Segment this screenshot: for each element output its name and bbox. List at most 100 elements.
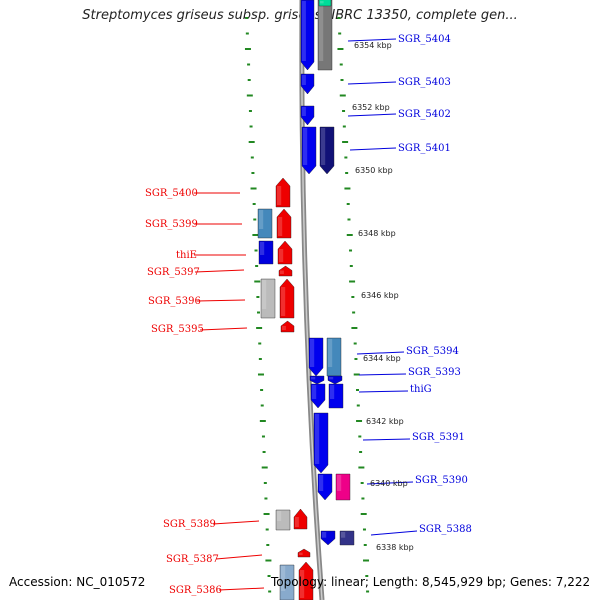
gene-label: SGR_5389	[163, 519, 216, 530]
leader-line	[358, 373, 407, 376]
gene-arrow	[298, 561, 314, 600]
gene-label: SGR_5386	[169, 585, 222, 596]
gene-label: SGR_5402	[398, 109, 451, 120]
gene-arrow	[335, 473, 351, 501]
gene-label: SGR_5401	[398, 143, 451, 154]
gene-label: SGR_5391	[412, 432, 465, 443]
tick-label: 6350 kbp	[355, 166, 393, 175]
gene-arrow	[327, 375, 343, 385]
gene-arrow	[320, 530, 336, 546]
gene-arrow	[297, 548, 311, 558]
gene-arrow	[277, 240, 293, 265]
label-leader-lines	[194, 38, 418, 591]
gene-arrow	[310, 383, 326, 409]
gene-arrow	[301, 126, 317, 175]
gene-arrow	[280, 320, 295, 333]
tick-label: 6344 kbp	[363, 354, 401, 363]
gene-label: thiE	[176, 250, 197, 261]
leader-line	[347, 81, 397, 85]
gene-label: SGR_5393	[408, 367, 461, 378]
right-tick-marks	[337, 17, 370, 593]
gene-highlight	[279, 249, 284, 262]
gene-highlight	[303, 128, 308, 165]
gene-features	[257, 0, 355, 600]
gene-highlight	[259, 210, 264, 229]
gene-highlight	[312, 385, 317, 399]
leader-line	[199, 327, 248, 331]
gene-highlight	[311, 377, 316, 380]
gene-label: SGR_5397	[147, 267, 200, 278]
gene-highlight	[262, 280, 267, 309]
gene-label: SGR_5403	[398, 77, 451, 88]
left-tick-marks	[244, 17, 272, 593]
gene-highlight	[321, 128, 326, 165]
gene-highlight	[302, 75, 306, 85]
tick-label: 6346 kbp	[361, 291, 399, 300]
gene-arrow	[279, 278, 295, 319]
leader-line	[358, 390, 409, 393]
gene-highlight	[319, 475, 324, 491]
gene-highlight	[281, 287, 286, 316]
gene-label: SGR_5399	[145, 219, 198, 230]
gene-highlight	[278, 217, 283, 236]
gene-arrow	[258, 240, 274, 265]
accession-text: Accession: NC_010572	[9, 575, 146, 589]
gene-label: SGR_5396	[148, 296, 201, 307]
leader-line	[356, 351, 405, 355]
tick-labels: 6354 kbp 6352 kbp 6350 kbp 6348 kbp 6346 kbp…	[352, 41, 414, 552]
gene-arrow	[300, 105, 315, 126]
gene-label: thiG	[410, 384, 432, 395]
gene-highlight	[295, 517, 299, 527]
gene-arrow	[275, 177, 291, 208]
gene-arrow	[318, 0, 332, 7]
gene-arrow	[317, 473, 333, 501]
gene-labels: SGR_5404 SGR_5403 SGR_5402 SGR_5401 SGR_5400…	[145, 34, 472, 596]
leader-line	[362, 438, 411, 441]
gene-highlight	[328, 339, 333, 367]
gene-highlight	[322, 532, 327, 538]
leader-line	[347, 38, 397, 42]
gene-highlight	[282, 325, 286, 330]
gene-highlight	[281, 566, 286, 591]
gene-arrow	[300, 0, 315, 71]
gene-highlight	[310, 339, 315, 367]
tick-label: 6352 kbp	[352, 103, 390, 112]
tick-label: 6348 kbp	[358, 229, 396, 238]
gene-highlight	[299, 552, 303, 555]
gene-arrow	[328, 383, 344, 409]
leader-line	[370, 530, 418, 536]
leader-line	[218, 587, 265, 591]
gene-highlight	[330, 385, 335, 399]
gene-arrow	[339, 530, 355, 546]
leader-line	[366, 481, 414, 485]
leader-line	[212, 520, 260, 525]
gene-highlight	[277, 511, 282, 521]
gene-arrow	[319, 126, 335, 175]
leader-line	[194, 269, 245, 273]
leader-line	[215, 554, 263, 560]
gene-highlight	[319, 1, 324, 61]
gene-arrow	[317, 0, 333, 71]
gene-highlight	[341, 532, 346, 538]
gene-highlight	[302, 1, 306, 61]
gene-highlight	[277, 186, 282, 205]
gene-highlight	[329, 377, 334, 380]
leader-line	[196, 299, 246, 302]
gene-arrow	[308, 337, 324, 377]
gene-arrow	[276, 208, 292, 239]
gene-arrow	[300, 73, 315, 95]
gene-highlight	[320, 1, 324, 4]
gene-arrow	[275, 509, 291, 531]
gene-arrow	[309, 375, 325, 385]
gene-label: SGR_5404	[398, 34, 451, 45]
gene-highlight	[302, 107, 306, 116]
gene-label: SGR_5400	[145, 188, 198, 199]
gene-arrow	[278, 265, 293, 277]
gene-highlight	[337, 475, 342, 491]
gene-label: SGR_5395	[151, 324, 204, 335]
gene-label: SGR_5388	[419, 524, 472, 535]
gene-label: SGR_5387	[166, 554, 219, 565]
gene-arrow	[293, 508, 308, 530]
gene-highlight	[260, 242, 265, 255]
gene-arrow	[313, 412, 329, 474]
